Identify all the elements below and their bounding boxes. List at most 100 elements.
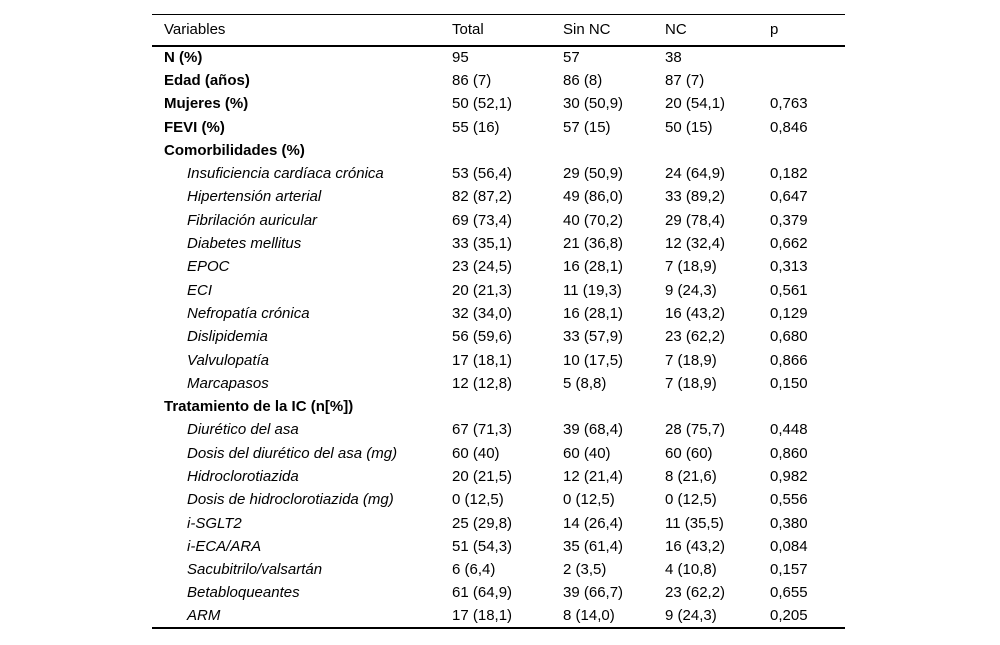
col-header-nc: NC [665, 14, 770, 47]
cell-total: 12 (12,8) [452, 374, 513, 392]
header-row: Variables Total Sin NC NC p [152, 14, 845, 47]
cell-nc: 16 (43,2) [665, 537, 726, 555]
cell-total: 20 (21,5) [452, 467, 513, 485]
cell-nc: 7 (18,9) [665, 374, 717, 392]
cell-nc: 23 (62,2) [665, 328, 726, 346]
cell-nc: 9 (24,3) [665, 607, 717, 625]
cell-total: 6 (6,4) [452, 561, 496, 579]
table-row: Hidroclorotiazida 20 (21,5) 12 (21,4) 8 (21… [152, 465, 845, 488]
table-row: N (%) 95 57 38 [152, 46, 845, 69]
cell-variable: Tratamiento de la IC (n[%]) [164, 398, 354, 416]
cell-variable: Insuficiencia cardíaca crónica [187, 165, 384, 183]
cell-sin-nc: 33 (57,9) [563, 328, 624, 346]
cell-sin-nc: 86 (8) [563, 71, 603, 89]
cell-p: 0,866 [770, 351, 808, 369]
cell-p: 0,084 [770, 537, 808, 555]
cell-variable: ARM [187, 607, 221, 625]
cell-total: 86 (7) [452, 71, 492, 89]
cell-variable: Fibrilación auricular [187, 211, 318, 229]
cell-nc: 16 (43,2) [665, 304, 726, 322]
cell-total: 60 (40) [452, 444, 500, 462]
cell-sin-nc: 0 (12,5) [563, 491, 615, 509]
cell-nc [665, 139, 770, 162]
cell-sin-nc: 57 (15) [563, 118, 611, 136]
cell-total [452, 395, 563, 418]
cell-sin-nc: 57 [563, 49, 580, 67]
cell-total: 50 (52,1) [452, 95, 513, 113]
cell-p: 0,448 [770, 421, 808, 439]
cell-variable: Valvulopatía [187, 351, 270, 369]
cell-total: 56 (59,6) [452, 328, 513, 346]
table-row: Dosis de hidroclorotiazida (mg) 0 (12,5) 0… [152, 488, 845, 511]
table-row: Hipertensión arterial 82 (87,2) 49 (86,0) 3… [152, 185, 845, 208]
cell-p: 0,561 [770, 281, 808, 299]
cell-total: 0 (12,5) [452, 491, 504, 509]
cell-p: 0,556 [770, 491, 808, 509]
cell-p: 0,655 [770, 584, 808, 602]
cell-sin-nc: 10 (17,5) [563, 351, 624, 369]
table-body: N (%) 95 57 38 Edad (años) 86 (7) 86 (8) 87 (7)… [152, 46, 845, 628]
cell-nc: 60 (60) [665, 444, 713, 462]
cell-p [770, 139, 845, 162]
cell-nc: 29 (78,4) [665, 211, 726, 229]
cell-nc [665, 395, 770, 418]
cell-sin-nc: 60 (40) [563, 444, 611, 462]
table-row: ARM 17 (18,1) 8 (14,0) 9 (24,3) 0,205 [152, 605, 845, 628]
table-row: Fibrilación auricular 69 (73,4) 40 (70,2) 2… [152, 209, 845, 232]
table-row: Marcapasos 12 (12,8) 5 (8,8) 7 (18,9) 0,150 [152, 372, 845, 395]
cell-sin-nc: 11 (19,3) [563, 281, 622, 299]
cell-variable: N (%) [164, 49, 203, 67]
cell-variable: i-ECA/ARA [187, 537, 262, 555]
cell-sin-nc [563, 395, 665, 418]
cell-nc: 12 (32,4) [665, 235, 726, 253]
cell-total: 32 (34,0) [452, 304, 513, 322]
cell-p: 0,157 [770, 561, 808, 579]
cell-variable: i-SGLT2 [187, 514, 242, 532]
cell-total: 17 (18,1) [452, 607, 513, 625]
cell-nc: 9 (24,3) [665, 281, 717, 299]
cell-p: 0,129 [770, 304, 808, 322]
cell-total: 82 (87,2) [452, 188, 513, 206]
table-row: Nefropatía crónica 32 (34,0) 16 (28,1) 16 (… [152, 302, 845, 325]
cell-p: 0,763 [770, 95, 808, 113]
cell-variable: Dosis del diurético del asa (mg) [187, 444, 398, 462]
cell-variable: FEVI (%) [164, 118, 225, 136]
cell-variable: Dislipidemia [187, 328, 268, 346]
cell-variable: Mujeres (%) [164, 95, 249, 113]
table-row: Betabloqueantes 61 (64,9) 39 (66,7) 23 (62,… [152, 581, 845, 604]
cell-p: 0,379 [770, 211, 808, 229]
cell-p: 0,846 [770, 118, 808, 136]
table-row: Dosis del diurético del asa (mg) 60 (40) 6… [152, 442, 845, 465]
cell-total: 67 (71,3) [452, 421, 513, 439]
cell-nc: 8 (21,6) [665, 467, 717, 485]
table-row: Edad (años) 86 (7) 86 (8) 87 (7) [152, 69, 845, 92]
cell-p: 0,680 [770, 328, 808, 346]
cell-nc: 7 (18,9) [665, 258, 717, 276]
table-row: Diabetes mellitus 33 (35,1) 21 (36,8) 12 (3… [152, 232, 845, 255]
table-row: Mujeres (%) 50 (52,1) 30 (50,9) 20 (54,1) 0,… [152, 92, 845, 115]
cell-sin-nc: 49 (86,0) [563, 188, 624, 206]
cell-sin-nc: 12 (21,4) [563, 467, 624, 485]
cell-p: 0,647 [770, 188, 808, 206]
cell-total: 33 (35,1) [452, 235, 513, 253]
cell-p: 0,205 [770, 607, 808, 625]
table-row: i-ECA/ARA 51 (54,3) 35 (61,4) 16 (43,2) 0,08… [152, 535, 845, 558]
cell-variable: ECI [187, 281, 213, 299]
cell-total: 61 (64,9) [452, 584, 513, 602]
cell-nc: 38 [665, 49, 682, 67]
table-row: Dislipidemia 56 (59,6) 33 (57,9) 23 (62,2) 0… [152, 325, 845, 348]
cell-total: 25 (29,8) [452, 514, 513, 532]
table-row: Sacubitrilo/valsartán 6 (6,4) 2 (3,5) 4 (10… [152, 558, 845, 581]
cell-total: 51 (54,3) [452, 537, 513, 555]
table-row: Diurético del asa 67 (71,3) 39 (68,4) 28 (7… [152, 418, 845, 441]
cell-total: 53 (56,4) [452, 165, 513, 183]
cell-nc: 7 (18,9) [665, 351, 717, 369]
cell-total: 69 (73,4) [452, 211, 513, 229]
cell-nc: 28 (75,7) [665, 421, 726, 439]
cell-total: 55 (16) [452, 118, 500, 136]
table-row: Tratamiento de la IC (n[%]) [152, 395, 845, 418]
cell-total: 23 (24,5) [452, 258, 513, 276]
cell-p [770, 46, 845, 69]
table-row: EPOC 23 (24,5) 16 (28,1) 7 (18,9) 0,313 [152, 255, 845, 278]
cell-variable: Hidroclorotiazida [187, 467, 299, 485]
